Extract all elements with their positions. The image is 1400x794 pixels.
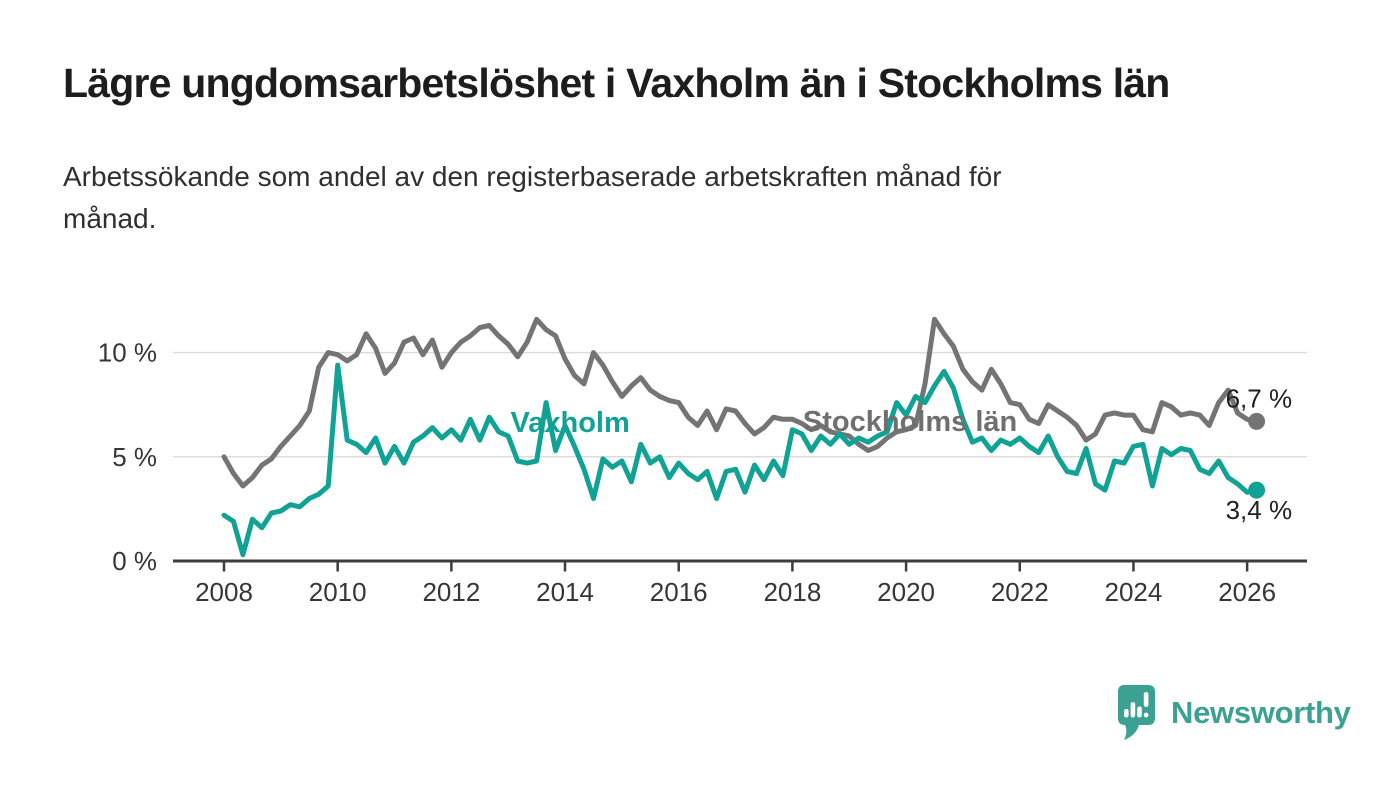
series-label-stockholms-l-n: Stockholms län [803,406,1017,438]
series-line-stockholms-l-n [221,316,1260,489]
chart-subtitle-line1: Arbetssökande som andel av den registerb… [63,161,1002,192]
series-end-value-label: 3,4 % [1226,495,1293,525]
series-line-vaxholm [221,362,1260,558]
chart-title: Lägre ungdomsarbetslöshet i Vaxholm än i… [63,60,1170,106]
x-tick-label-2024: 2024 [1105,577,1163,607]
logo-bar-2 [1130,702,1136,718]
x-tick-label-2020: 2020 [877,577,935,607]
newsworthy-logo: Newsworthy [1114,684,1351,742]
series-label-vaxholm: Vaxholm [511,407,630,439]
newsworthy-wordmark: Newsworthy [1171,695,1351,730]
speech-bubble-shape [1118,685,1155,740]
y-tick-label-0: 0 % [112,546,157,576]
series-end-value-label: 6,7 % [1226,383,1293,413]
x-tick-label-2010: 2010 [309,577,367,607]
x-tick-label-2008: 2008 [195,577,253,607]
series-end-dot-stockholms-l-n [1248,412,1266,430]
series-end-dot-vaxholm [1248,481,1266,499]
logo-bar-3 [1137,706,1142,718]
x-tick-label-2012: 2012 [422,577,480,607]
y-tick-label-5: 5 % [112,442,157,472]
unemployment-line-chart: 2008 2010 2012 2014 2016 2018 2020 2022 2024 2026… [98,316,1307,607]
logo-bar-1 [1124,709,1129,718]
x-tick-label-2022: 2022 [991,577,1049,607]
logo-exclamation-dot [1143,712,1149,718]
x-tick-label-2018: 2018 [763,577,821,607]
x-tick-label-2016: 2016 [650,577,708,607]
x-tick-label-2014: 2014 [536,577,594,607]
x-tick-label-2026: 2026 [1218,577,1276,607]
logo-exclamation-bar [1143,692,1149,707]
chart-subtitle-line2: månad. [63,203,157,234]
chart-subtitle: Arbetssökande som andel av den registerb… [63,156,1283,240]
y-tick-label-10: 10 % [98,338,157,368]
newsworthy-logo-icon [1118,685,1155,740]
